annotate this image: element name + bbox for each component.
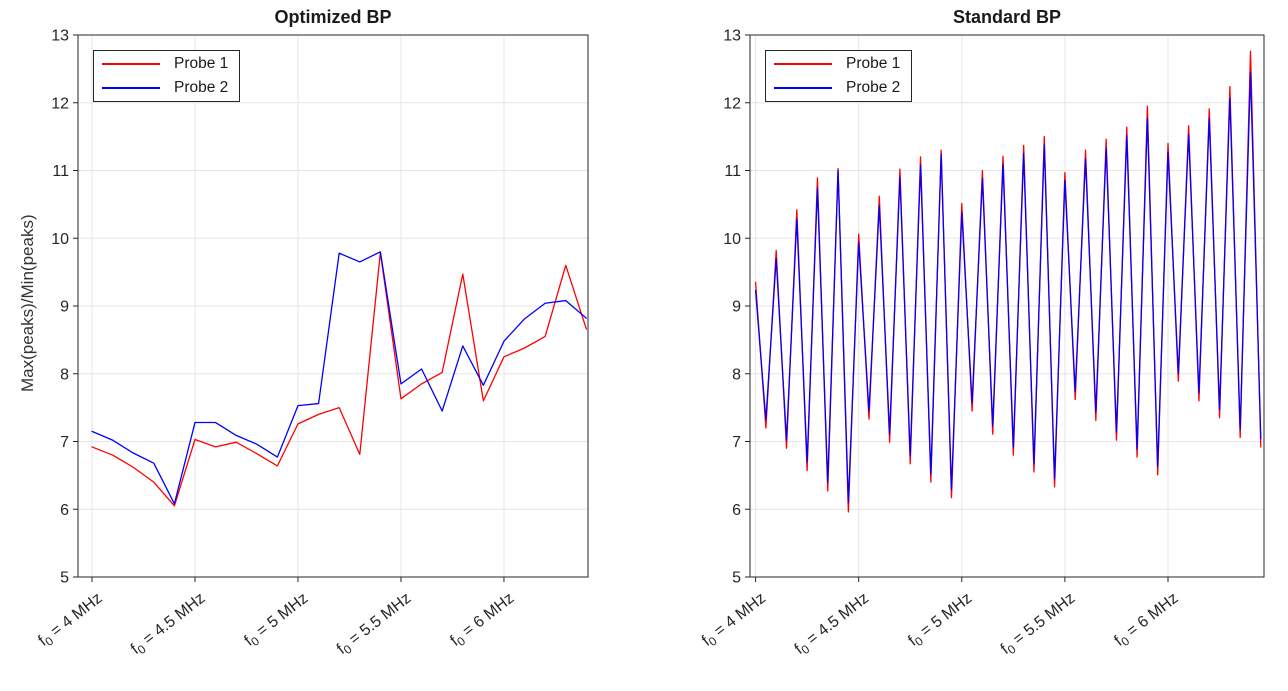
- svg-text:f0 = 5.5 MHz: f0 = 5.5 MHz: [334, 590, 416, 660]
- svg-text:f0 = 4 MHz: f0 = 4 MHz: [699, 590, 771, 652]
- chart-title-optimized-bp: Optimized BP: [274, 7, 392, 27]
- svg-text:9: 9: [60, 299, 69, 316]
- legend-item-probe2: Probe 2: [766, 76, 911, 99]
- svg-text:f0 = 5 MHz: f0 = 5 MHz: [905, 590, 977, 652]
- svg-text:9: 9: [732, 299, 741, 316]
- svg-text:8: 8: [60, 366, 69, 383]
- y-axis-label: Max(peaks)/Min(peaks): [18, 214, 37, 392]
- svg-text:11: 11: [724, 163, 741, 180]
- svg-text:f0 = 5.5 MHz: f0 = 5.5 MHz: [998, 590, 1080, 660]
- svg-text:7: 7: [60, 434, 69, 451]
- svg-text:f0 = 6 MHz: f0 = 6 MHz: [447, 590, 519, 652]
- svg-text:13: 13: [51, 28, 69, 45]
- svg-text:6: 6: [60, 502, 69, 519]
- svg-text:f0 = 4 MHz: f0 = 4 MHz: [35, 590, 107, 652]
- legend-item-probe1: Probe 1: [94, 52, 239, 75]
- svg-text:f0 = 4.5 MHz: f0 = 4.5 MHz: [128, 590, 210, 660]
- svg-text:12: 12: [51, 95, 69, 112]
- legend-label-probe1: Probe 1: [846, 54, 901, 72]
- svg-text:13: 13: [723, 28, 741, 45]
- svg-text:6: 6: [732, 502, 741, 519]
- svg-text:5: 5: [732, 570, 741, 587]
- legend-item-probe2: Probe 2: [94, 76, 239, 99]
- svg-text:7: 7: [732, 434, 741, 451]
- svg-text:10: 10: [723, 231, 741, 248]
- legend-standard-bp: Probe 1 Probe 2: [765, 50, 912, 102]
- legend-item-probe1: Probe 1: [766, 52, 911, 75]
- legend-optimized-bp: Probe 1 Probe 2: [93, 50, 240, 102]
- probe1-line-sample: [774, 62, 832, 65]
- svg-text:f0 = 6 MHz: f0 = 6 MHz: [1111, 590, 1183, 652]
- legend-label-probe2: Probe 2: [174, 78, 229, 96]
- probe1-line-sample: [102, 62, 160, 65]
- svg-text:12: 12: [723, 95, 741, 112]
- svg-text:f0 = 5 MHz: f0 = 5 MHz: [241, 590, 313, 652]
- svg-text:f0 = 4.5 MHz: f0 = 4.5 MHz: [792, 590, 874, 660]
- legend-label-probe1: Probe 1: [174, 54, 229, 72]
- svg-text:5: 5: [60, 570, 69, 587]
- svg-text:8: 8: [732, 366, 741, 383]
- chart-title-standard-bp: Standard BP: [952, 7, 1062, 27]
- probe2-line-sample: [102, 86, 160, 89]
- probe2-line-sample: [774, 86, 832, 89]
- svg-text:10: 10: [51, 231, 69, 248]
- svg-text:11: 11: [52, 163, 69, 180]
- legend-label-probe2: Probe 2: [846, 78, 901, 96]
